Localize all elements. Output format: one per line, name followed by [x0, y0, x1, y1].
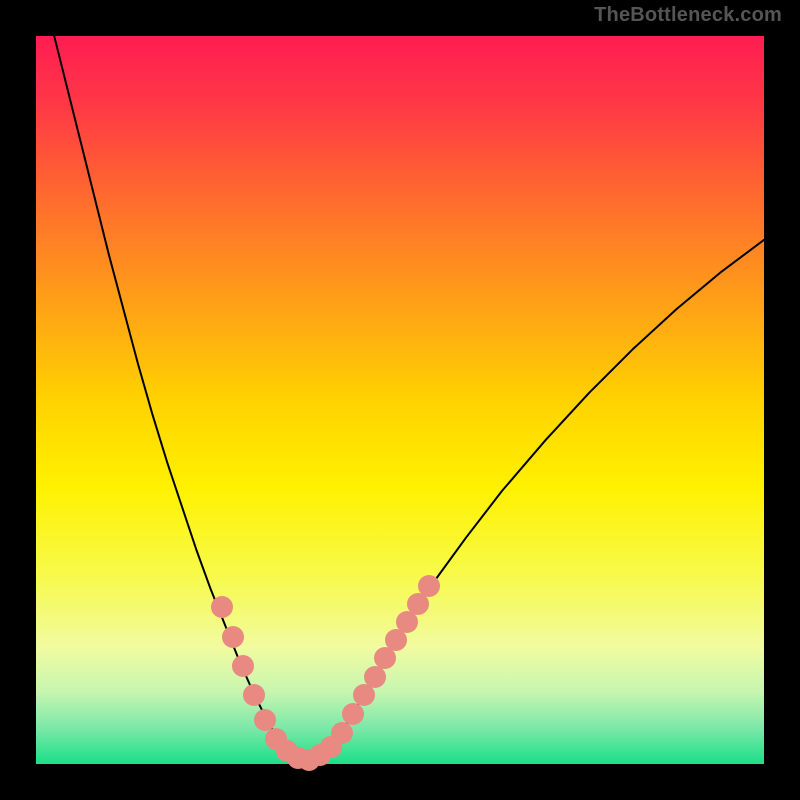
data-marker [418, 575, 440, 597]
watermark-text: TheBottleneck.com [594, 4, 782, 27]
data-marker [232, 655, 254, 677]
plot-area [36, 36, 764, 764]
bottleneck-curve [54, 36, 764, 761]
data-marker [243, 684, 265, 706]
curve-layer [36, 36, 764, 764]
data-marker [222, 626, 244, 648]
data-marker [211, 596, 233, 618]
data-marker [342, 703, 364, 725]
chart-frame: TheBottleneck.com [0, 0, 800, 800]
